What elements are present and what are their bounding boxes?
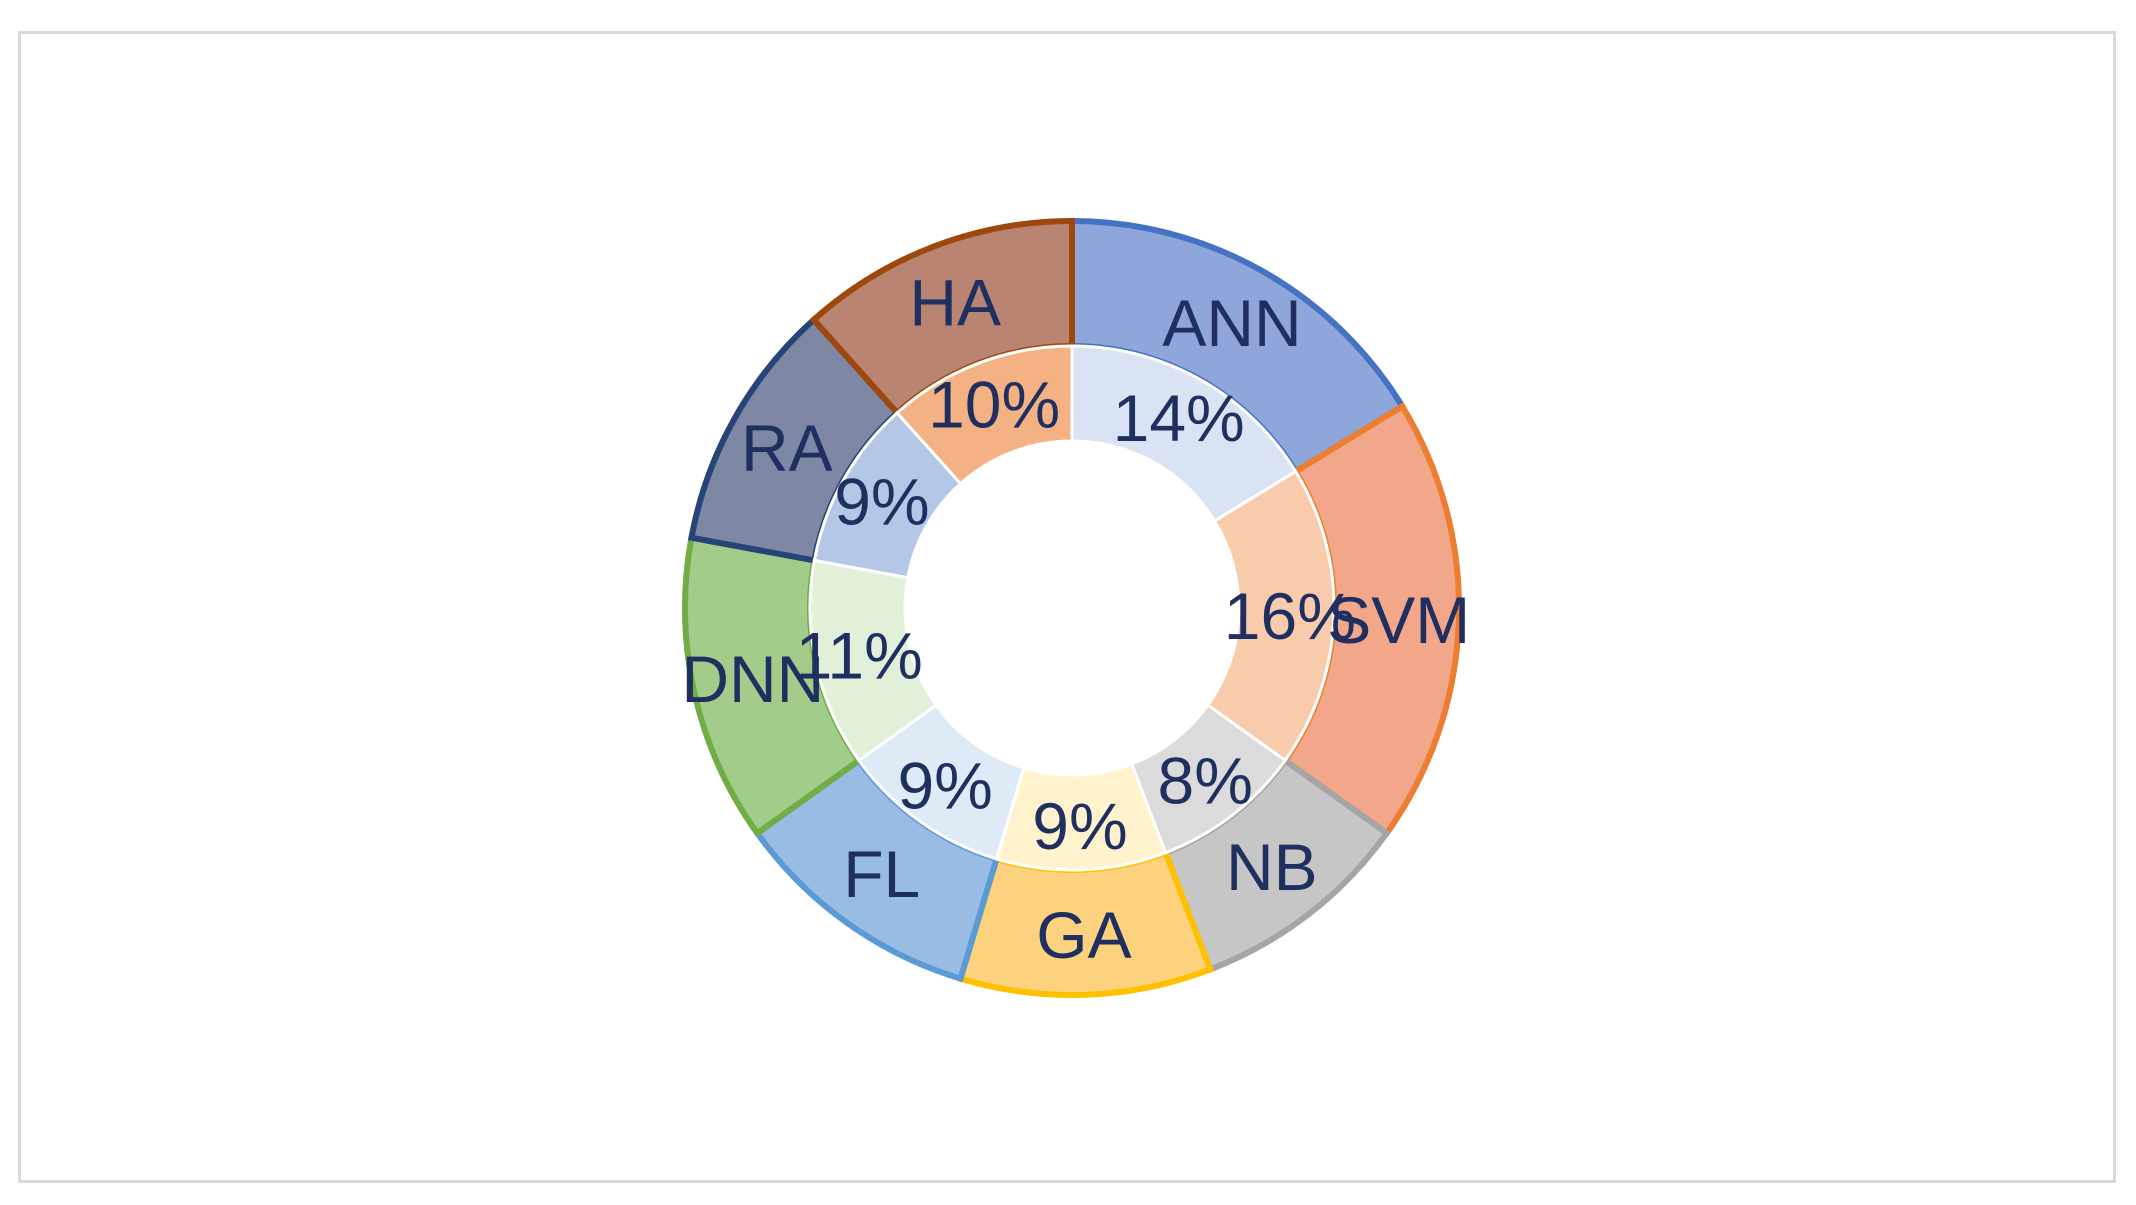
inner-label-dnn: 11% <box>796 618 923 692</box>
inner-label-ra: 9% <box>834 464 929 538</box>
inner-label-ha: 10% <box>928 367 1060 441</box>
outer-ring <box>682 217 1462 998</box>
outer-label-ga: GA <box>1036 898 1131 972</box>
inner-slice-ha <box>895 344 1074 486</box>
inner-label-fl: 9% <box>897 748 992 822</box>
inner-label-nb: 8% <box>1158 744 1253 818</box>
outer-label-nb: NB <box>1226 830 1318 904</box>
inner-ring <box>808 344 1336 872</box>
outer-label-ann: ANN <box>1162 286 1301 360</box>
inner-label-svm: 16% <box>1224 579 1356 653</box>
inner-label-ann: 14% <box>1113 381 1245 455</box>
outer-label-ra: RA <box>741 411 833 485</box>
segment-labels: ANN SVM NB GA FL DNN RA HA 14% 16% 8% 9% 9% 11% 9% 10% <box>681 266 1470 972</box>
outer-label-fl: FL <box>843 837 920 911</box>
outer-label-ha: HA <box>909 266 1001 340</box>
inner-label-ga: 9% <box>1032 789 1127 863</box>
outer-label-dnn: DNN <box>681 642 824 716</box>
outer-label-svm: SVM <box>1327 583 1470 657</box>
